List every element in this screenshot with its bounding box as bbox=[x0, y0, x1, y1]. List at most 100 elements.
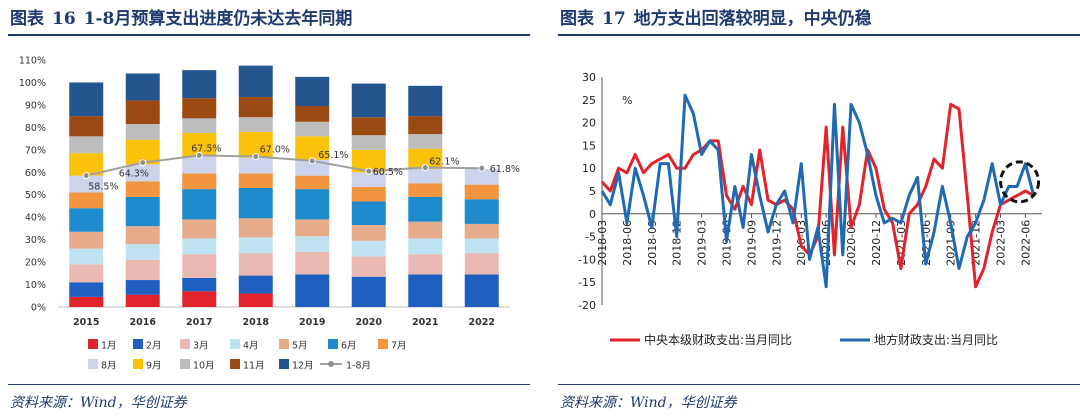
x-tick-label: 2019-03 bbox=[696, 220, 709, 266]
right-figure-panel: 图表 17 地方支出回落较明显，中央仍稳 -20 -15 -10 -5 0 5 10 15 20 25… bbox=[550, 0, 1080, 420]
legend-label: 4月 bbox=[243, 341, 259, 352]
bar-segment bbox=[69, 296, 104, 307]
legend-marker bbox=[328, 361, 334, 367]
bar-segment bbox=[464, 168, 499, 185]
bar-segment bbox=[238, 157, 273, 174]
bar-segment bbox=[238, 173, 273, 188]
bar-segment bbox=[464, 253, 499, 275]
x-tick-label: 2018-03 bbox=[596, 220, 609, 266]
legend-label: 3月 bbox=[193, 341, 209, 352]
y-tick-label: 10% bbox=[25, 280, 46, 291]
left-figure-prefix: 图表 bbox=[10, 9, 44, 29]
y-tick-label: 20% bbox=[25, 258, 46, 269]
bar-segment bbox=[69, 208, 104, 232]
bar-segment bbox=[182, 118, 217, 133]
cumulative-point bbox=[308, 157, 316, 165]
highlight-ellipse bbox=[999, 160, 1041, 204]
bar-segment bbox=[238, 275, 273, 294]
legend-label: 5月 bbox=[292, 341, 308, 352]
bar-segment bbox=[295, 236, 330, 252]
left-bottom-rule bbox=[8, 384, 530, 385]
bar-segment bbox=[351, 172, 386, 187]
bar-segment bbox=[408, 85, 443, 117]
x-tick-label: 2022-03 bbox=[994, 220, 1007, 266]
bar-segment bbox=[125, 123, 160, 140]
x-tick-label: 2020 bbox=[356, 317, 383, 328]
right-bottom-rule bbox=[558, 384, 1080, 385]
bar-segment bbox=[125, 181, 160, 197]
y-tick-label: 0 bbox=[589, 208, 596, 221]
bar-segment bbox=[408, 148, 443, 169]
bar-segment bbox=[69, 282, 104, 297]
bar-segment bbox=[295, 76, 330, 107]
bar-segment bbox=[69, 116, 104, 137]
bar-segment bbox=[125, 294, 160, 307]
x-tick-label: 2016 bbox=[130, 317, 157, 328]
legend-label: 2月 bbox=[146, 341, 162, 352]
cumulative-line bbox=[86, 154, 482, 177]
left-figure-panel: 图表 16 1-8月预算支出进度仍未达去年同期 0% 10% 20% 30% 40% 50% 6… bbox=[0, 0, 530, 420]
cumulative-point bbox=[365, 167, 373, 175]
legend-swatch bbox=[133, 359, 143, 369]
x-tick-label: 2017 bbox=[186, 317, 212, 328]
bar-segment bbox=[464, 238, 499, 254]
bar-segment bbox=[125, 244, 160, 260]
x-tick-label: 2020-12 bbox=[870, 220, 883, 266]
y-tick-label: 20 bbox=[582, 117, 596, 130]
right-figure-title: 图表 17 地方支出回落较明显，中央仍稳 bbox=[560, 4, 880, 29]
bar-segment bbox=[69, 248, 104, 265]
bar-segment bbox=[125, 196, 160, 227]
right-source-note: 资料来源：Wind，华创证券 bbox=[560, 395, 737, 411]
y-tick-label: 15 bbox=[582, 139, 596, 152]
x-tick-label: 2019-09 bbox=[745, 220, 758, 266]
bar-segment bbox=[351, 135, 386, 150]
bar-segment bbox=[238, 97, 273, 118]
bar-segment bbox=[69, 231, 104, 249]
x-tick-label: 2022-06 bbox=[1019, 220, 1032, 266]
y-tick-label: 30% bbox=[25, 235, 46, 246]
legend-label: 中央本级财政支出:当月同比 bbox=[644, 332, 792, 347]
bar-segment bbox=[238, 218, 273, 238]
bar-segment bbox=[351, 201, 386, 226]
legend-swatch bbox=[230, 339, 240, 349]
bar-segment bbox=[125, 164, 160, 182]
data-label: 64.3% bbox=[119, 169, 149, 180]
bar-segment bbox=[408, 254, 443, 275]
bar-segment bbox=[182, 291, 217, 307]
y-tick-label: 110% bbox=[19, 56, 46, 67]
bar-segment bbox=[464, 184, 499, 200]
y-tick-label: 100% bbox=[19, 78, 46, 89]
bar-segment bbox=[69, 136, 104, 154]
left-stacked-bar-chart: 0% 10% 20% 30% 40% 50% 60% 70% 80% 90% 100% 110% 201… bbox=[19, 56, 520, 372]
data-label: 62.1% bbox=[429, 157, 459, 168]
bar-segment bbox=[295, 175, 330, 190]
legend-swatch bbox=[133, 339, 143, 349]
bar-segment bbox=[408, 168, 443, 184]
data-label: 60.5% bbox=[373, 167, 403, 178]
legend-label: 12月 bbox=[292, 361, 314, 372]
bar-segment bbox=[238, 253, 273, 276]
y-tick-label: 40% bbox=[25, 213, 46, 224]
bar-segment bbox=[408, 274, 443, 307]
bar-segment bbox=[182, 98, 217, 119]
left-figure-title: 图表 16 1-8月预算支出进度仍未达去年同期 bbox=[10, 4, 360, 29]
bar-segment bbox=[69, 192, 104, 209]
x-tick-label: 2021 bbox=[412, 317, 438, 328]
data-label: 58.5% bbox=[88, 182, 118, 193]
legend-label: 1月 bbox=[101, 341, 117, 352]
y-tick-label: 50% bbox=[25, 190, 46, 201]
bar-segment bbox=[182, 173, 217, 190]
bar-segment bbox=[351, 276, 386, 307]
cumulative-point bbox=[421, 164, 429, 172]
bar-segment bbox=[351, 225, 386, 241]
right-line-chart: -20 -15 -10 -5 0 5 10 15 20 25 30% 2018-03 2018-06 20… bbox=[578, 71, 1042, 347]
bar-segment bbox=[408, 134, 443, 149]
data-label: 67.5% bbox=[191, 143, 221, 154]
bar-segment bbox=[182, 70, 217, 99]
x-tick-label: 2018-09 bbox=[646, 220, 659, 266]
bar-segment bbox=[182, 189, 217, 220]
bar-segment bbox=[295, 121, 330, 137]
x-tick-label: 2019-06 bbox=[721, 220, 734, 266]
x-tick-label: 2015 bbox=[73, 317, 99, 328]
legend-swatch bbox=[88, 339, 98, 349]
